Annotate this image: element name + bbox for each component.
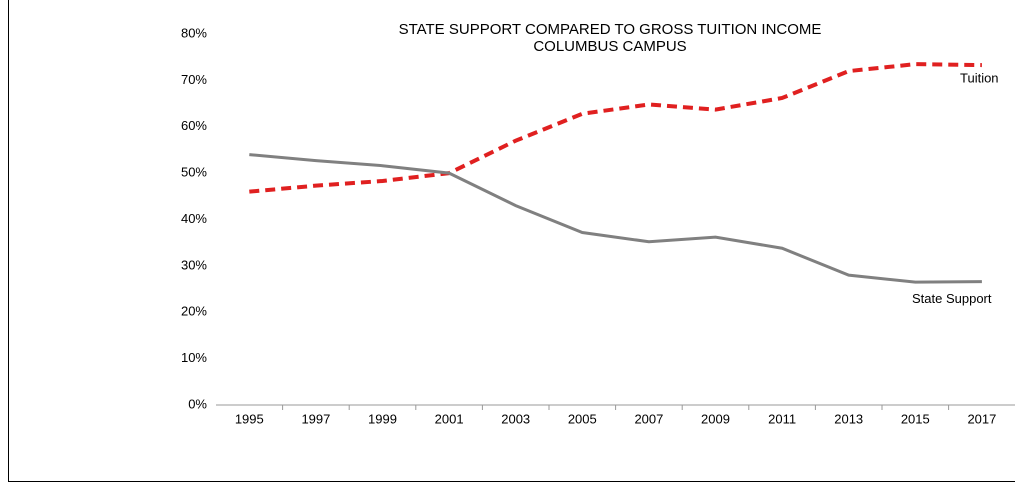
chart-title: STATE SUPPORT COMPARED TO GROSS TUITION …: [399, 21, 822, 38]
x-tick-label: 2017: [967, 411, 996, 426]
y-tick-label: 10%: [181, 350, 207, 365]
x-tick-label: 1995: [235, 411, 264, 426]
series-line: [249, 62, 982, 194]
x-tick-label: 2011: [768, 411, 796, 426]
y-tick-label: 20%: [181, 304, 207, 319]
y-tick-label: 60%: [181, 118, 207, 133]
y-tick-label: 30%: [181, 257, 207, 272]
y-tick-label: 80%: [181, 25, 207, 40]
y-tick-label: 0%: [188, 396, 207, 411]
y-tick-label: 40%: [181, 211, 207, 226]
x-tick-label: 2001: [435, 411, 464, 426]
y-tick-label: 50%: [181, 165, 207, 180]
series-label: Tuition: [960, 71, 999, 86]
x-tick-label: 2005: [568, 411, 597, 426]
y-tick-label: 70%: [181, 72, 207, 87]
x-tick-label: 2009: [701, 411, 730, 426]
x-tick-label: 1997: [301, 411, 330, 426]
x-tick-label: 2015: [901, 411, 930, 426]
series-line: [249, 153, 982, 284]
x-tick-label: 2007: [634, 411, 663, 426]
x-tick-label: 2013: [834, 411, 863, 426]
x-tick-label: 1999: [368, 411, 397, 426]
series-label: State Support: [912, 291, 992, 306]
x-tick-label: 2003: [501, 411, 530, 426]
chart-subtitle: COLUMBUS CAMPUS: [533, 38, 686, 55]
